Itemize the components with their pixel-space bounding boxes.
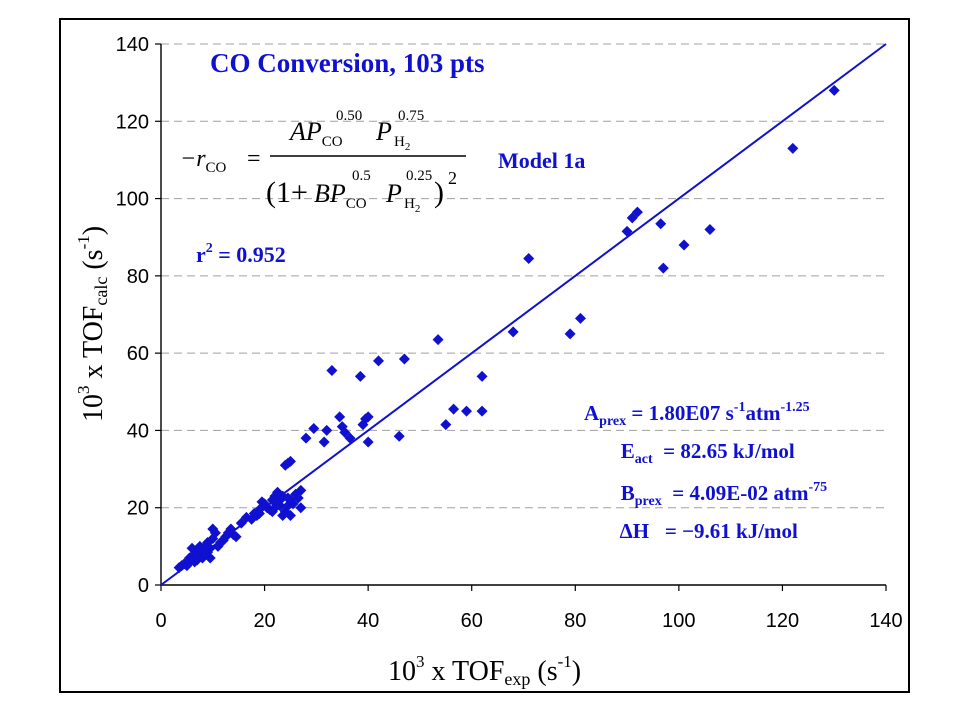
data-point — [300, 432, 312, 444]
chart-title: CO Conversion, 103 pts — [210, 48, 485, 78]
y-tick-label: 100 — [116, 189, 149, 211]
r-squared-label: r2 = 0.952 — [196, 241, 286, 267]
data-points — [173, 84, 840, 574]
y-axis-title: 103 x TOFcalc (s-1) — [74, 226, 111, 422]
y-tick-label: 40 — [127, 420, 149, 442]
data-point — [432, 334, 444, 346]
data-point — [339, 426, 351, 438]
data-point — [631, 206, 643, 218]
y-tick-label: 80 — [127, 266, 149, 288]
data-point — [828, 84, 840, 96]
data-point — [292, 492, 304, 504]
axes — [155, 43, 887, 591]
svg-text:APCO: APCO — [288, 117, 343, 150]
svg-text:): ) — [434, 176, 444, 209]
data-point — [308, 422, 320, 434]
data-point — [657, 262, 669, 274]
x-tick-label: 100 — [662, 610, 695, 632]
svg-text:0.25: 0.25 — [406, 168, 432, 184]
data-point — [284, 494, 296, 506]
data-point — [334, 411, 346, 423]
x-tick-label: 20 — [253, 610, 275, 632]
data-point — [318, 436, 330, 448]
x-tick-label: 60 — [461, 610, 483, 632]
data-point — [259, 498, 271, 510]
data-point — [678, 239, 690, 251]
data-point — [564, 328, 576, 340]
param-dh: ΔH = −9.61 kJ/mol — [584, 519, 824, 543]
svg-text:2: 2 — [448, 168, 457, 188]
y-tick-label: 0 — [138, 575, 149, 597]
svg-text:BPCO: BPCO — [314, 179, 367, 212]
y-tick-label: 20 — [127, 498, 149, 520]
data-point — [362, 411, 374, 423]
param-b: Bprex = 4.09E-02 atm-75 — [584, 472, 853, 509]
data-point — [704, 223, 716, 235]
data-point — [266, 506, 278, 518]
data-point — [284, 509, 296, 521]
x-tick-label: 0 — [155, 610, 166, 632]
data-point — [246, 513, 258, 525]
svg-text:(1+: (1+ — [266, 176, 308, 209]
model-label: Model 1a — [498, 148, 585, 173]
x-tick-label: 40 — [357, 610, 379, 632]
data-point — [448, 403, 460, 415]
data-point — [476, 405, 488, 417]
data-point — [282, 457, 294, 469]
data-point — [209, 527, 221, 539]
svg-text:=: = — [247, 146, 261, 172]
svg-text:H2: H2 — [404, 196, 420, 215]
data-point — [272, 486, 284, 498]
data-point — [326, 365, 338, 377]
data-point — [295, 502, 307, 514]
data-point — [230, 531, 242, 543]
data-point — [373, 355, 384, 367]
data-point — [523, 252, 535, 264]
svg-text:−rCO: −rCO — [180, 146, 227, 176]
data-point — [476, 370, 488, 382]
data-point — [655, 218, 667, 230]
data-point — [440, 419, 452, 431]
x-tick-label: 140 — [869, 610, 902, 632]
data-point — [204, 542, 216, 554]
x-axis-title: 103 x TOFexp (s-1) — [388, 652, 581, 689]
data-point — [194, 540, 206, 552]
param-a: Aprex = 1.80E07 s-1atm-1.25 — [584, 400, 810, 429]
y-tick-label: 120 — [116, 111, 149, 133]
svg-text:0.50: 0.50 — [336, 108, 362, 124]
data-point — [398, 353, 410, 365]
data-point — [574, 312, 586, 324]
data-point — [621, 225, 633, 237]
y-tick-label: 140 — [116, 34, 149, 56]
data-point — [362, 436, 374, 448]
svg-text:H2: H2 — [394, 134, 410, 153]
svg-text:P: P — [385, 179, 402, 208]
data-point — [222, 527, 234, 539]
svg-text:P: P — [375, 117, 392, 146]
chart-frame — [59, 18, 910, 693]
y-tick-labels: 0 20 40 60 80 100 120 140 — [116, 34, 149, 597]
x-tick-label: 120 — [766, 610, 799, 632]
y-tick-label: 60 — [127, 343, 149, 365]
data-point — [253, 508, 265, 520]
data-point — [321, 424, 333, 436]
data-point — [189, 556, 201, 568]
svg-text:0.5: 0.5 — [352, 168, 371, 184]
rate-equation: −rCO = APCO 0.50 P H2 0.75 (1+ BPCO 0.5 … — [180, 108, 466, 215]
data-point — [354, 370, 366, 382]
parameter-list: Aprex = 1.80E07 s-1atm-1.25 Eact = 82.65… — [584, 400, 853, 543]
x-tick-labels: 0 20 40 60 80 100 120 140 — [155, 610, 902, 632]
param-e: Eact = 82.65 kJ/mol — [584, 439, 821, 467]
svg-text:0.75: 0.75 — [398, 108, 424, 124]
data-point — [176, 560, 188, 572]
data-point — [507, 326, 519, 338]
data-point — [787, 142, 799, 154]
data-point — [393, 430, 405, 442]
data-point — [461, 405, 473, 417]
x-tick-label: 80 — [564, 610, 586, 632]
